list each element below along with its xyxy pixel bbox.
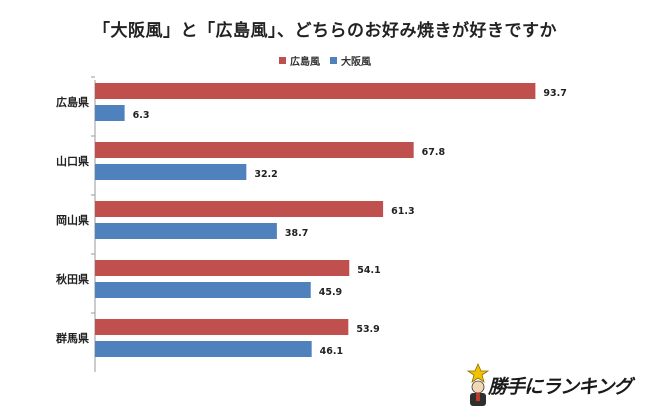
bar-series-1 [95, 142, 414, 158]
bar-series-1 [95, 201, 384, 217]
data-label: 6.3 [133, 110, 150, 121]
data-label: 45.9 [319, 287, 342, 298]
legend-swatch-series-1 [279, 57, 286, 64]
logo-text: 勝手にランキング [488, 376, 632, 398]
bar-series-1 [95, 260, 350, 276]
legend-item-series-2: 大阪風 [330, 53, 371, 68]
category-label: 広島県 [56, 95, 89, 109]
data-label: 93.7 [543, 88, 566, 99]
category-label: 群馬県 [55, 331, 89, 345]
data-label: 53.9 [356, 324, 379, 335]
chart-title: 「大阪風」と「広島風」、どちらのお好み焼きが好きですか [93, 21, 557, 41]
bar-series-1 [95, 83, 536, 99]
category-label: 山口県 [56, 154, 89, 168]
data-label: 32.2 [254, 169, 277, 180]
bar-series-2 [95, 341, 312, 357]
bar-series-2 [95, 105, 125, 121]
site-logo: 勝手にランキング [458, 362, 632, 408]
data-label: 67.8 [422, 147, 446, 158]
data-label: 54.1 [357, 265, 380, 276]
category-label: 秋田県 [56, 272, 89, 286]
data-label: 38.7 [285, 228, 308, 239]
data-label: 61.3 [391, 206, 414, 217]
bar-series-2 [95, 223, 277, 239]
bar-series-1 [95, 319, 349, 335]
legend-swatch-series-2 [330, 57, 337, 64]
legend-label-series-1: 広島風 [290, 57, 320, 68]
chart-legend: 広島風 大阪風 [0, 53, 650, 68]
data-label: 46.1 [320, 346, 343, 357]
legend-label-series-2: 大阪風 [341, 57, 371, 68]
bar-series-2 [95, 282, 311, 298]
category-label: 岡山県 [56, 213, 89, 227]
bar-series-2 [95, 164, 247, 180]
legend-item-series-1: 広島風 [279, 53, 320, 68]
mascot-icon [466, 362, 490, 406]
